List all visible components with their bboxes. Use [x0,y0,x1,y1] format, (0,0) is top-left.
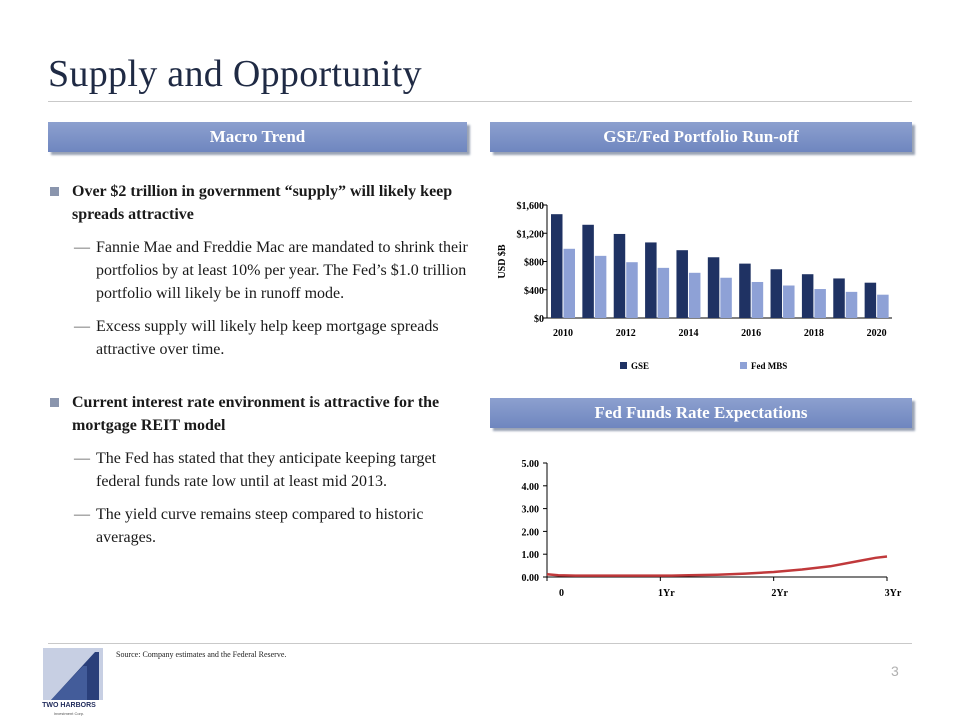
bar-gse [645,242,657,318]
x-tick-label: 2010 [553,328,573,339]
dash-bullet-icon: — [74,450,90,467]
bar-fed-mbs [751,281,764,318]
page-number: 3 [891,663,899,679]
x-tick-label: 2014 [678,328,698,339]
bar-fed-mbs [720,277,732,318]
y-tick-label: $800 [524,258,544,269]
x-tick-label: 2012 [616,328,636,339]
bar-fed-mbs [783,285,795,318]
portfolio-runoff-header: GSE/Fed Portfolio Run-off [490,122,912,152]
bar-fed-mbs [845,291,858,318]
page-title: Supply and Opportunity [48,53,422,95]
bar-fed-mbs [594,255,607,318]
y-tick-label: 1.00 [522,550,540,561]
sub-bullet-item: — Fannie Mae and Freddie Mac are mandated… [48,236,470,305]
fed-funds-header: Fed Funds Rate Expectations [490,398,912,428]
y-axis-title: USD $B [497,244,508,279]
y-tick-label: 4.00 [522,482,540,493]
bar-gse [676,250,688,318]
bar-gse [582,224,594,318]
bar-gse [833,278,845,318]
logo-name: TWO HARBORS [42,702,96,709]
dash-bullet-icon: — [74,506,90,523]
x-tick-label: 0 [559,588,564,599]
legend-swatch [740,362,747,369]
bar-fed-mbs [626,262,638,318]
two-harbors-logo [43,648,103,700]
bullet-text: Current interest rate environment is att… [72,394,440,434]
y-tick-label: $400 [524,286,544,297]
x-tick-label: 2016 [741,328,761,339]
bar-gse [613,233,626,318]
bar-gse [551,214,563,318]
title-divider [48,101,912,102]
footer-divider [48,643,912,644]
source-note: Source: Company estimates and the Federa… [116,650,287,659]
sub-bullet-text: The Fed has stated that they anticipate … [96,450,437,490]
portfolio-runoff-chart: $0 $400 $800 $1,200 $1,600 USD $B 2010 2012 2014… [497,201,892,371]
square-bullet-icon [50,187,59,196]
bar-fed-mbs [877,294,889,318]
sub-bullet-item: — The Fed has stated that they anticipate… [48,447,470,493]
bullet-item: Over $2 trillion in government “supply” … [48,180,470,226]
sub-bullet-text: Fannie Mae and Freddie Mac are mandated … [96,239,468,302]
x-tick-label: 3Yr [885,588,902,599]
bullet-text: Over $2 trillion in government “supply” … [72,183,453,223]
y-tick-label: $0 [534,314,544,325]
logo-subtitle: Investment Corp. [53,711,85,716]
x-tick-label: 2018 [804,328,824,339]
x-tick-label: 2Yr [771,588,788,599]
sub-bullet-text: The yield curve remains steep compared t… [96,506,424,546]
bar-gse [801,274,814,318]
dash-bullet-icon: — [74,239,90,256]
legend-label: Fed MBS [751,361,787,371]
bar-gse [739,263,751,318]
bar-gse [770,269,783,318]
bar-fed-mbs [688,272,701,318]
bar-gse [707,257,720,318]
y-tick-label: 5.00 [522,459,540,470]
bar-gse [864,282,877,318]
bullet-item: Current interest rate environment is att… [48,391,470,437]
bar-fed-mbs [814,289,826,318]
macro-trend-bullets: Over $2 trillion in government “supply” … [48,180,470,559]
square-bullet-icon [50,398,59,407]
sub-bullet-item: — The yield curve remains steep compared … [48,503,470,549]
bar-fed-mbs [563,248,575,318]
x-tick-label: 2020 [867,328,887,339]
dash-bullet-icon: — [74,318,90,335]
fed-funds-chart: 0.00 1.00 2.00 3.00 4.00 5.00 0 1Yr 2Yr 3Yr [522,459,902,599]
bar-fed-mbs [657,267,670,318]
y-tick-label: 3.00 [522,505,540,516]
x-tick-label: 1Yr [658,588,675,599]
legend-swatch [620,362,627,369]
sub-bullet-item: — Excess supply will likely help keep mor… [48,315,470,361]
y-tick-label: 0.00 [522,573,540,584]
legend-label: GSE [631,361,649,371]
y-tick-label: 2.00 [522,527,540,538]
y-tick-label: $1,200 [517,229,545,240]
fed-funds-line [546,555,888,577]
y-tick-label: $1,600 [517,201,545,212]
macro-trend-header: Macro Trend [48,122,467,152]
sub-bullet-text: Excess supply will likely help keep mort… [96,318,439,358]
